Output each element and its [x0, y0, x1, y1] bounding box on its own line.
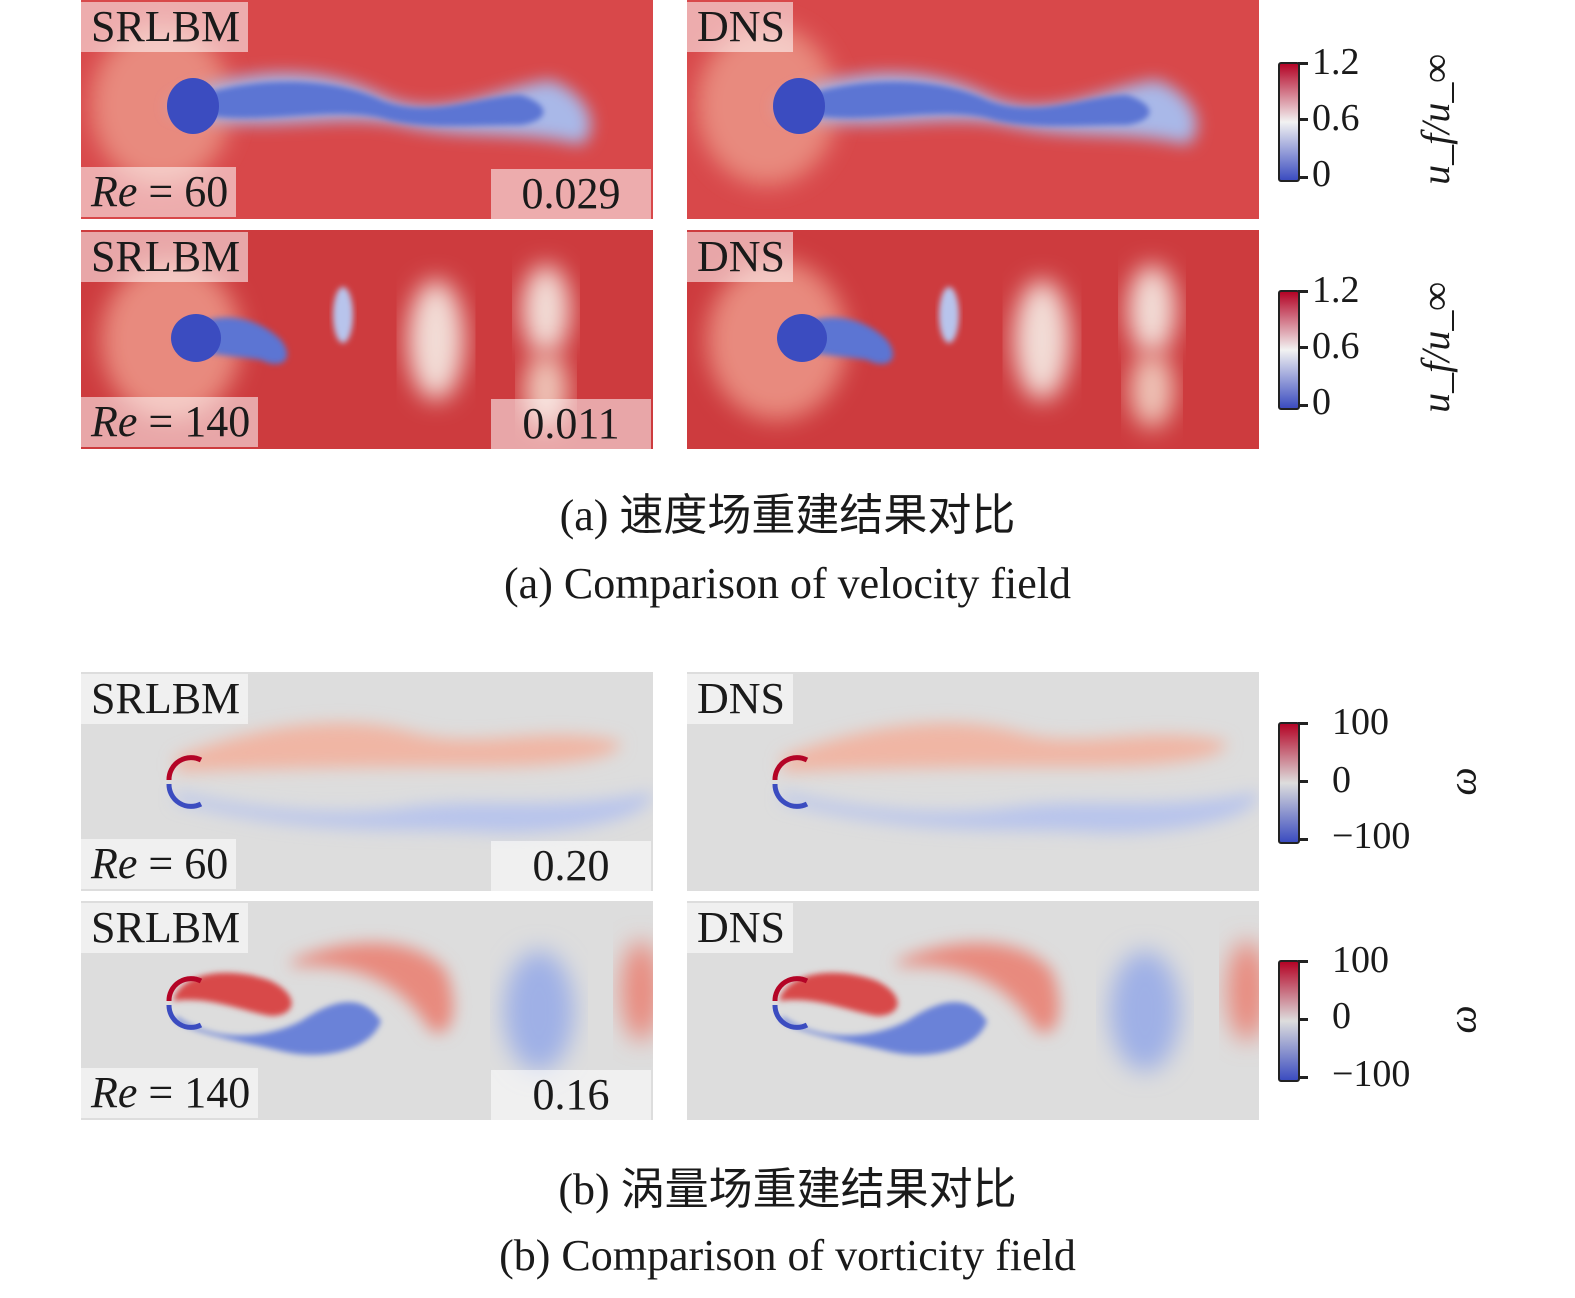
colorbar-mid: 0 [1332, 995, 1351, 1037]
colorbar-max: 1.2 [1312, 269, 1360, 311]
reynolds-label: Re = 140 [81, 1068, 259, 1118]
vorticity-caption-cn: (b) 涡量场重建结果对比 [558, 1165, 1017, 1214]
colorbar-label: u_f/u_∞ [1412, 54, 1458, 185]
reynolds-label: Re = 140 [81, 397, 259, 447]
reynolds-label: Re = 60 [81, 167, 237, 217]
colorbar-label: ω [1439, 767, 1485, 796]
error-value: 0.16 [491, 1070, 651, 1120]
velocity-srlbm-re140-panel: SRLBM Re = 140 0.011 [81, 230, 653, 449]
error-value: 0.20 [491, 841, 651, 891]
colorbar-max: 100 [1332, 701, 1389, 743]
method-label: DNS [687, 674, 794, 724]
colorbar-min: 0 [1312, 153, 1331, 195]
colorbar-max: 1.2 [1312, 41, 1360, 83]
colorbar-mid: 0.6 [1312, 97, 1360, 139]
method-label: SRLBM [81, 232, 249, 282]
colorbar-max: 100 [1332, 939, 1389, 981]
vorticity-field-plot [687, 672, 1259, 891]
vorticity-dns-re140-panel: DNS [687, 901, 1259, 1120]
colorbar-min: −100 [1332, 1053, 1411, 1095]
error-value: 0.029 [491, 169, 651, 219]
vorticity-caption-en: (b) Comparison of vorticity field [499, 1231, 1076, 1280]
velocity-dns-re60-panel: DNS [687, 0, 1259, 219]
colorbar-min: −100 [1332, 815, 1411, 857]
velocity-caption-en: (a) Comparison of velocity field [504, 559, 1071, 608]
colorbar-mid: 0.6 [1312, 325, 1360, 367]
method-label: DNS [687, 903, 794, 953]
velocity-srlbm-re60-panel: SRLBM Re = 60 0.029 [81, 0, 653, 219]
colorbar-mid: 0 [1332, 759, 1351, 801]
velocity-dns-re140-panel: DNS [687, 230, 1259, 449]
error-value: 0.011 [491, 399, 651, 449]
method-label: SRLBM [81, 674, 249, 724]
vorticity-srlbm-re140-panel: SRLBM Re = 140 0.16 [81, 901, 653, 1120]
reynolds-label: Re = 60 [81, 839, 237, 889]
method-label: SRLBM [81, 2, 249, 52]
vorticity-dns-re60-panel: DNS [687, 672, 1259, 891]
colorbar-label: ω [1439, 1005, 1485, 1034]
method-label: DNS [687, 2, 794, 52]
colorbar-label: u_f/u_∞ [1412, 282, 1458, 413]
velocity-caption-cn: (a) 速度场重建结果对比 [559, 491, 1016, 540]
vorticity-srlbm-re60-panel: SRLBM Re = 60 0.20 [81, 672, 653, 891]
method-label: SRLBM [81, 903, 249, 953]
colorbar-min: 0 [1312, 381, 1331, 423]
method-label: DNS [687, 232, 794, 282]
